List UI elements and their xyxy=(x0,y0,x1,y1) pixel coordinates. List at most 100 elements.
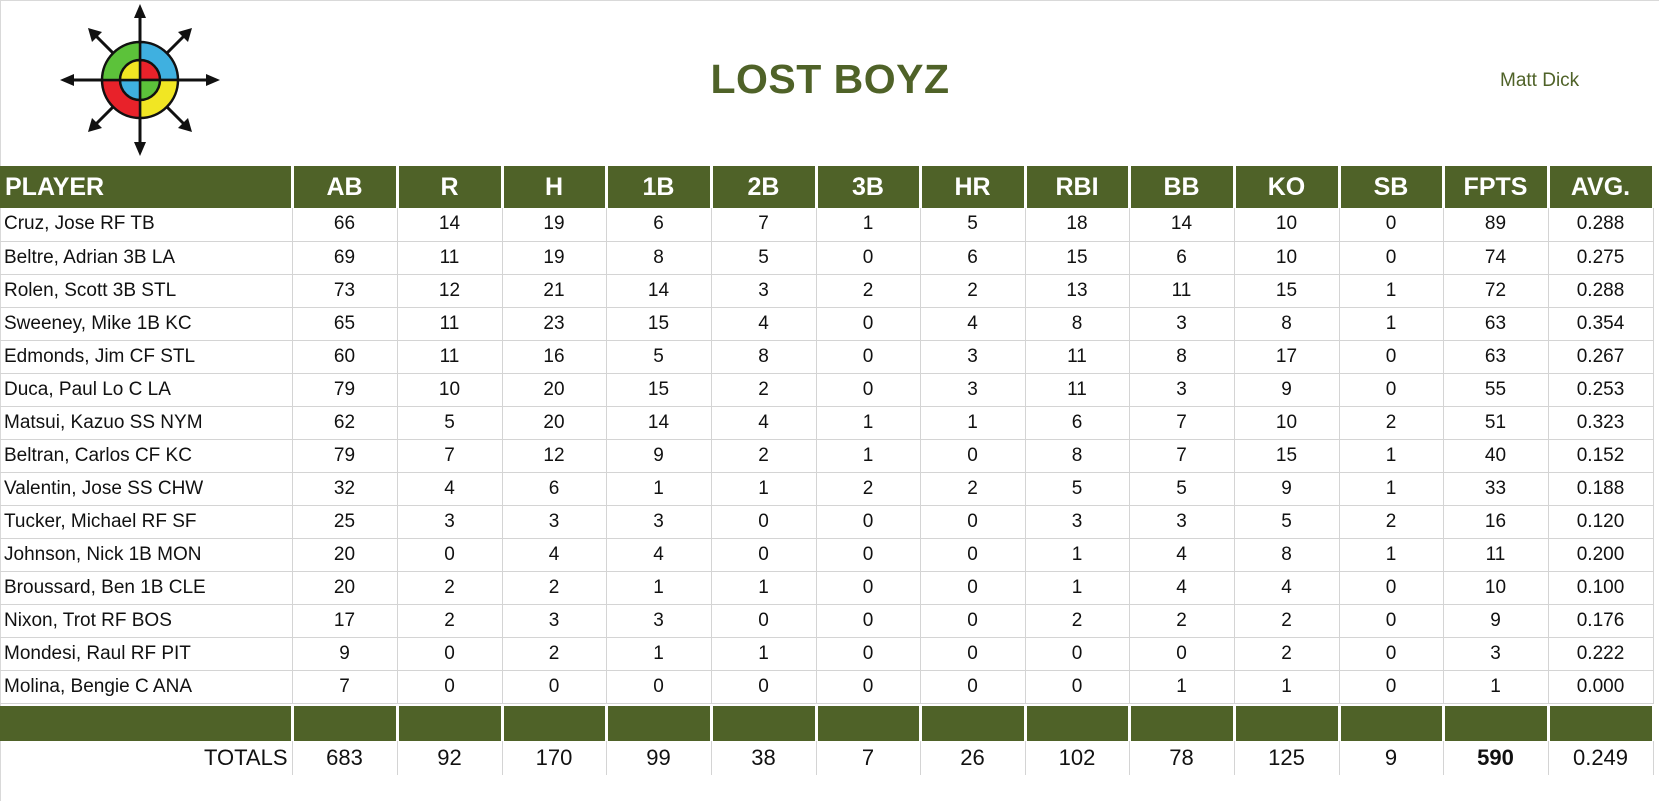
band-cell xyxy=(1443,706,1550,741)
stat-cell: 14 xyxy=(397,208,503,242)
column-header-1b: 1B xyxy=(606,166,713,208)
stat-cell: 0.354 xyxy=(1548,307,1654,341)
stat-cell: 0 xyxy=(711,670,817,704)
stat-cell: 5 xyxy=(397,406,503,440)
stat-cell: 0 xyxy=(920,604,1026,638)
stat-cell: 79 xyxy=(292,373,398,407)
stat-cell: 9 xyxy=(606,439,712,473)
stat-cell: 2 xyxy=(920,274,1026,308)
stat-cell: 15 xyxy=(1234,274,1340,308)
stat-cell: 15 xyxy=(1025,241,1130,275)
stat-cell: 4 xyxy=(1129,571,1235,605)
total-cell: 7 xyxy=(816,741,921,775)
player-name-cell: Edmonds, Jim CF STL xyxy=(0,340,293,374)
stat-cell: 0 xyxy=(816,670,921,704)
stat-cell: 10 xyxy=(397,373,503,407)
stat-cell: 0 xyxy=(711,505,817,539)
column-header-bb: BB xyxy=(1129,166,1236,208)
stat-cell: 10 xyxy=(1234,241,1340,275)
stat-cell: 7 xyxy=(711,208,817,242)
stat-cell: 2 xyxy=(502,637,607,671)
stat-cell: 14 xyxy=(1129,208,1235,242)
table-row: Cruz, Jose RF TB 66 14 19 6 7 1 5 18 14 10 0 89 0.288 xyxy=(0,208,1654,242)
column-header-fpts: FPTS xyxy=(1443,166,1550,208)
column-header-sb: SB xyxy=(1339,166,1445,208)
stat-cell: 33 xyxy=(1443,472,1549,506)
band-cell xyxy=(292,706,399,741)
stat-cell: 3 xyxy=(1443,637,1549,671)
stat-cell: 7 xyxy=(292,670,398,704)
stat-cell: 1 xyxy=(1234,670,1340,704)
stat-cell: 0 xyxy=(1339,571,1444,605)
stat-cell: 13 xyxy=(1025,274,1130,308)
stat-cell: 0 xyxy=(816,307,921,341)
stat-cell: 5 xyxy=(711,241,817,275)
stat-cell: 1 xyxy=(606,637,712,671)
stat-cell: 40 xyxy=(1443,439,1549,473)
stat-cell: 6 xyxy=(920,241,1026,275)
stat-cell: 25 xyxy=(292,505,398,539)
stat-cell: 3 xyxy=(1129,505,1235,539)
stat-cell: 0 xyxy=(1339,670,1444,704)
table-row: Tucker, Michael RF SF 25 3 3 3 0 0 0 3 3 5 2 16 0.120 xyxy=(0,505,1654,539)
stat-cell: 65 xyxy=(292,307,398,341)
column-header-h: H xyxy=(502,166,608,208)
stat-cell: 8 xyxy=(1234,307,1340,341)
table-row: Mondesi, Raul RF PIT 9 0 2 1 1 0 0 0 0 2 0 3 0.222 xyxy=(0,637,1654,671)
stat-cell: 17 xyxy=(292,604,398,638)
stat-cell: 11 xyxy=(397,340,503,374)
stat-cell: 8 xyxy=(1129,340,1235,374)
total-cell: 92 xyxy=(397,741,503,775)
stat-cell: 0.253 xyxy=(1548,373,1654,407)
column-header-avg: AVG. xyxy=(1548,166,1655,208)
stat-cell: 8 xyxy=(1025,307,1130,341)
band-cell xyxy=(0,706,294,741)
stat-cell: 63 xyxy=(1443,340,1549,374)
stat-cell: 60 xyxy=(292,340,398,374)
player-name-cell: Duca, Paul Lo C LA xyxy=(0,373,293,407)
stat-cell: 0 xyxy=(816,241,921,275)
stat-cell: 0 xyxy=(816,604,921,638)
stat-cell: 0 xyxy=(502,670,607,704)
stat-cell: 1 xyxy=(1339,307,1444,341)
player-name-cell: Valentin, Jose SS CHW xyxy=(0,472,293,506)
table-row: Duca, Paul Lo C LA 79 10 20 15 2 0 3 11 3 9 0 55 0.25… xyxy=(0,373,1654,407)
table-row: Valentin, Jose SS CHW 32 4 6 1 1 2 2 5 5 9 1 33 0.188 xyxy=(0,472,1654,506)
stat-cell: 10 xyxy=(1443,571,1549,605)
stat-cell: 8 xyxy=(1025,439,1130,473)
stat-cell: 0.267 xyxy=(1548,340,1654,374)
stat-cell: 9 xyxy=(1234,373,1340,407)
stat-cell: 8 xyxy=(606,241,712,275)
stat-cell: 0 xyxy=(1339,340,1444,374)
stat-cell: 1 xyxy=(1339,274,1444,308)
stat-cell: 1 xyxy=(816,439,921,473)
stat-cell: 3 xyxy=(1129,373,1235,407)
stat-cell: 15 xyxy=(606,373,712,407)
stat-cell: 0 xyxy=(1025,670,1130,704)
stat-cell: 3 xyxy=(1025,505,1130,539)
stat-cell: 1 xyxy=(606,571,712,605)
stat-cell: 5 xyxy=(1129,472,1235,506)
stat-cell: 16 xyxy=(1443,505,1549,539)
player-name-cell: Nixon, Trot RF BOS xyxy=(0,604,293,638)
stat-cell: 0 xyxy=(1129,637,1235,671)
stat-cell: 5 xyxy=(1025,472,1130,506)
stat-cell: 0 xyxy=(1025,637,1130,671)
team-title: LOST BOYZ xyxy=(710,56,950,102)
stat-cell: 1 xyxy=(1443,670,1549,704)
band-cell xyxy=(816,706,922,741)
stat-cell: 3 xyxy=(397,505,503,539)
stat-cell: 21 xyxy=(502,274,607,308)
stat-cell: 0.323 xyxy=(1548,406,1654,440)
stat-cell: 15 xyxy=(1234,439,1340,473)
stat-cell: 1 xyxy=(1339,538,1444,572)
total-cell: 26 xyxy=(920,741,1026,775)
stat-cell: 0 xyxy=(816,340,921,374)
player-name-cell: Cruz, Jose RF TB xyxy=(0,208,293,242)
total-cell: 125 xyxy=(1234,741,1340,775)
stat-cell: 19 xyxy=(502,208,607,242)
player-name-cell: Sweeney, Mike 1B KC xyxy=(0,307,293,341)
separator-band xyxy=(0,706,1655,741)
stat-cell: 1 xyxy=(816,208,921,242)
band-cell xyxy=(1234,706,1341,741)
